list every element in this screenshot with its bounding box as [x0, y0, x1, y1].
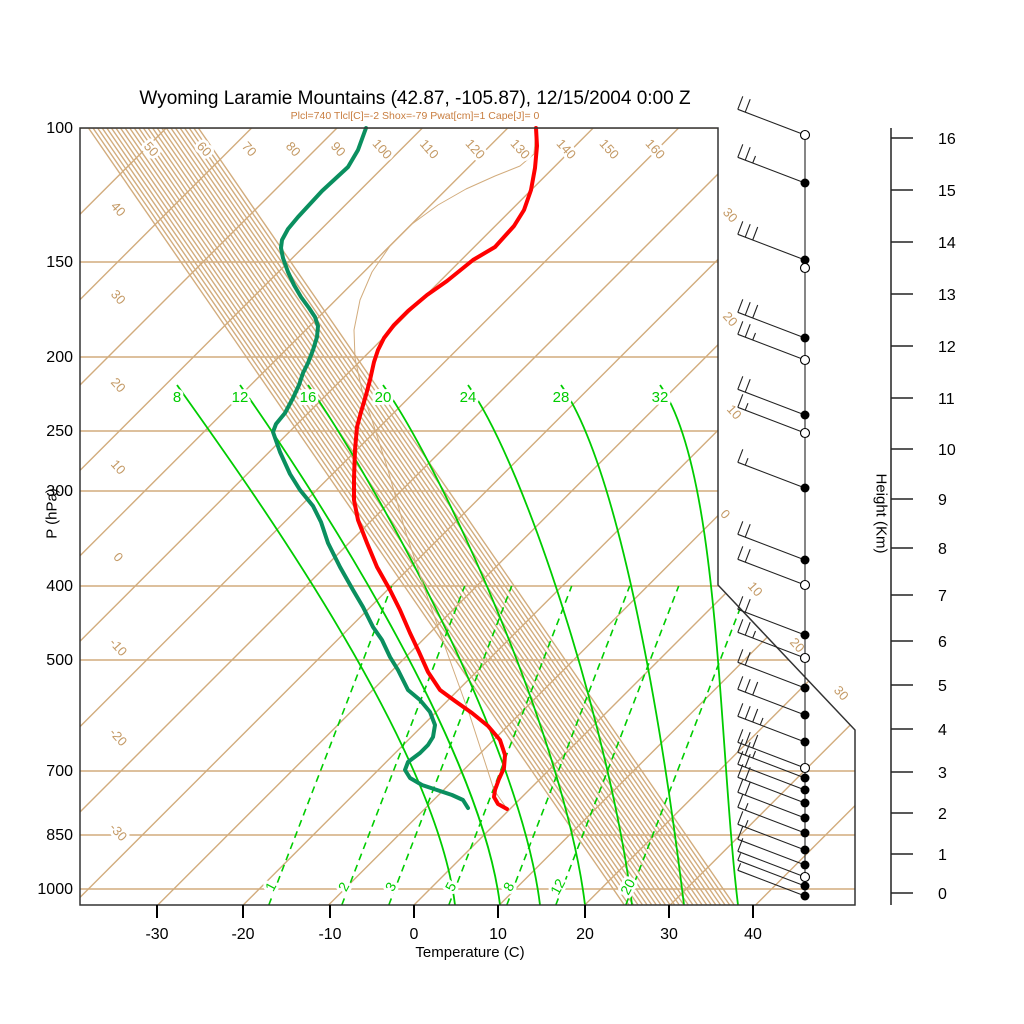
- svg-text:700: 700: [46, 763, 73, 780]
- moist-adiabat-labels: 8 12 16 20 24 28 32: [170, 386, 672, 409]
- svg-text:8: 8: [173, 389, 181, 406]
- svg-text:-10: -10: [106, 635, 130, 659]
- svg-text:2: 2: [335, 879, 353, 894]
- dewpoint-curve: [271, 126, 470, 810]
- svg-text:10: 10: [489, 926, 507, 943]
- svg-text:3: 3: [382, 879, 400, 894]
- svg-text:3: 3: [938, 765, 947, 782]
- svg-text:15: 15: [938, 183, 956, 200]
- svg-text:40: 40: [108, 199, 129, 220]
- svg-text:-30: -30: [106, 820, 130, 844]
- svg-text:11: 11: [938, 391, 955, 408]
- wind-barb-column: [737, 96, 811, 901]
- svg-text:-20: -20: [231, 926, 254, 943]
- svg-text:10: 10: [938, 442, 956, 459]
- svg-text:150: 150: [597, 136, 623, 162]
- svg-text:10: 10: [108, 457, 129, 478]
- svg-text:400: 400: [46, 578, 73, 595]
- svg-text:1: 1: [938, 847, 947, 864]
- svg-text:14: 14: [938, 235, 956, 252]
- svg-text:300: 300: [46, 483, 73, 500]
- svg-text:500: 500: [46, 652, 73, 669]
- svg-text:-10: -10: [318, 926, 341, 943]
- svg-text:40: 40: [744, 926, 762, 943]
- svg-text:70: 70: [239, 139, 260, 160]
- svg-text:-30: -30: [145, 926, 168, 943]
- svg-text:20: 20: [576, 926, 594, 943]
- svg-text:12: 12: [938, 339, 956, 356]
- svg-text:1: 1: [262, 879, 280, 894]
- svg-text:200: 200: [46, 349, 73, 366]
- svg-text:0: 0: [110, 549, 126, 564]
- svg-text:2: 2: [938, 806, 947, 823]
- temperature-axis-labels: -30 -20 -10 0 10 20 30 40: [145, 926, 762, 943]
- svg-text:160: 160: [643, 136, 669, 162]
- background-grid: [80, 128, 855, 905]
- svg-text:850: 850: [46, 827, 73, 844]
- svg-text:100: 100: [46, 120, 73, 137]
- svg-text:-20: -20: [106, 725, 130, 749]
- svg-text:5: 5: [938, 678, 947, 695]
- svg-text:110: 110: [417, 136, 442, 161]
- svg-text:80: 80: [283, 139, 304, 160]
- x-axis-title: Temperature (C): [415, 944, 525, 961]
- svg-text:140: 140: [554, 136, 580, 162]
- svg-text:90: 90: [328, 139, 349, 160]
- svg-text:32: 32: [652, 389, 669, 406]
- temperature-axis: [156, 905, 754, 918]
- svg-text:6: 6: [938, 634, 947, 651]
- svg-text:30: 30: [660, 926, 678, 943]
- pressure-axis-labels: 100 150 200 250 300 400 500 700 850 1000: [37, 120, 73, 898]
- svg-text:16: 16: [938, 131, 956, 148]
- svg-text:10: 10: [724, 402, 745, 423]
- page-title: Wyoming Laramie Mountains (42.87, -105.8…: [139, 88, 691, 109]
- svg-text:30: 30: [108, 287, 129, 308]
- svg-text:30: 30: [720, 205, 741, 226]
- svg-text:0: 0: [938, 886, 947, 903]
- temperature-curve: [352, 126, 539, 811]
- svg-text:7: 7: [938, 588, 947, 605]
- svg-text:13: 13: [938, 287, 956, 304]
- sounding-indices-subtitle: Plcl=740 Tlcl[C]=-2 Shox=-79 Pwat[cm]=1 …: [290, 110, 540, 122]
- svg-text:10: 10: [745, 579, 766, 600]
- svg-text:12: 12: [232, 389, 249, 406]
- plot-border: [79, 127, 856, 906]
- svg-text:250: 250: [46, 423, 73, 440]
- svg-text:150: 150: [46, 254, 73, 271]
- svg-text:8: 8: [500, 879, 518, 894]
- svg-text:28: 28: [553, 389, 570, 406]
- svg-text:60: 60: [194, 139, 215, 160]
- svg-text:30: 30: [831, 683, 852, 704]
- svg-text:4: 4: [938, 722, 947, 739]
- svg-text:20: 20: [375, 389, 392, 406]
- svg-text:0: 0: [717, 506, 733, 521]
- svg-text:120: 120: [463, 136, 489, 162]
- svg-text:24: 24: [460, 389, 477, 406]
- svg-text:16: 16: [300, 389, 317, 406]
- svg-text:8: 8: [938, 541, 947, 558]
- svg-text:0: 0: [410, 926, 419, 943]
- svg-text:9: 9: [938, 492, 947, 509]
- svg-text:20: 20: [108, 375, 129, 396]
- svg-text:1000: 1000: [37, 881, 73, 898]
